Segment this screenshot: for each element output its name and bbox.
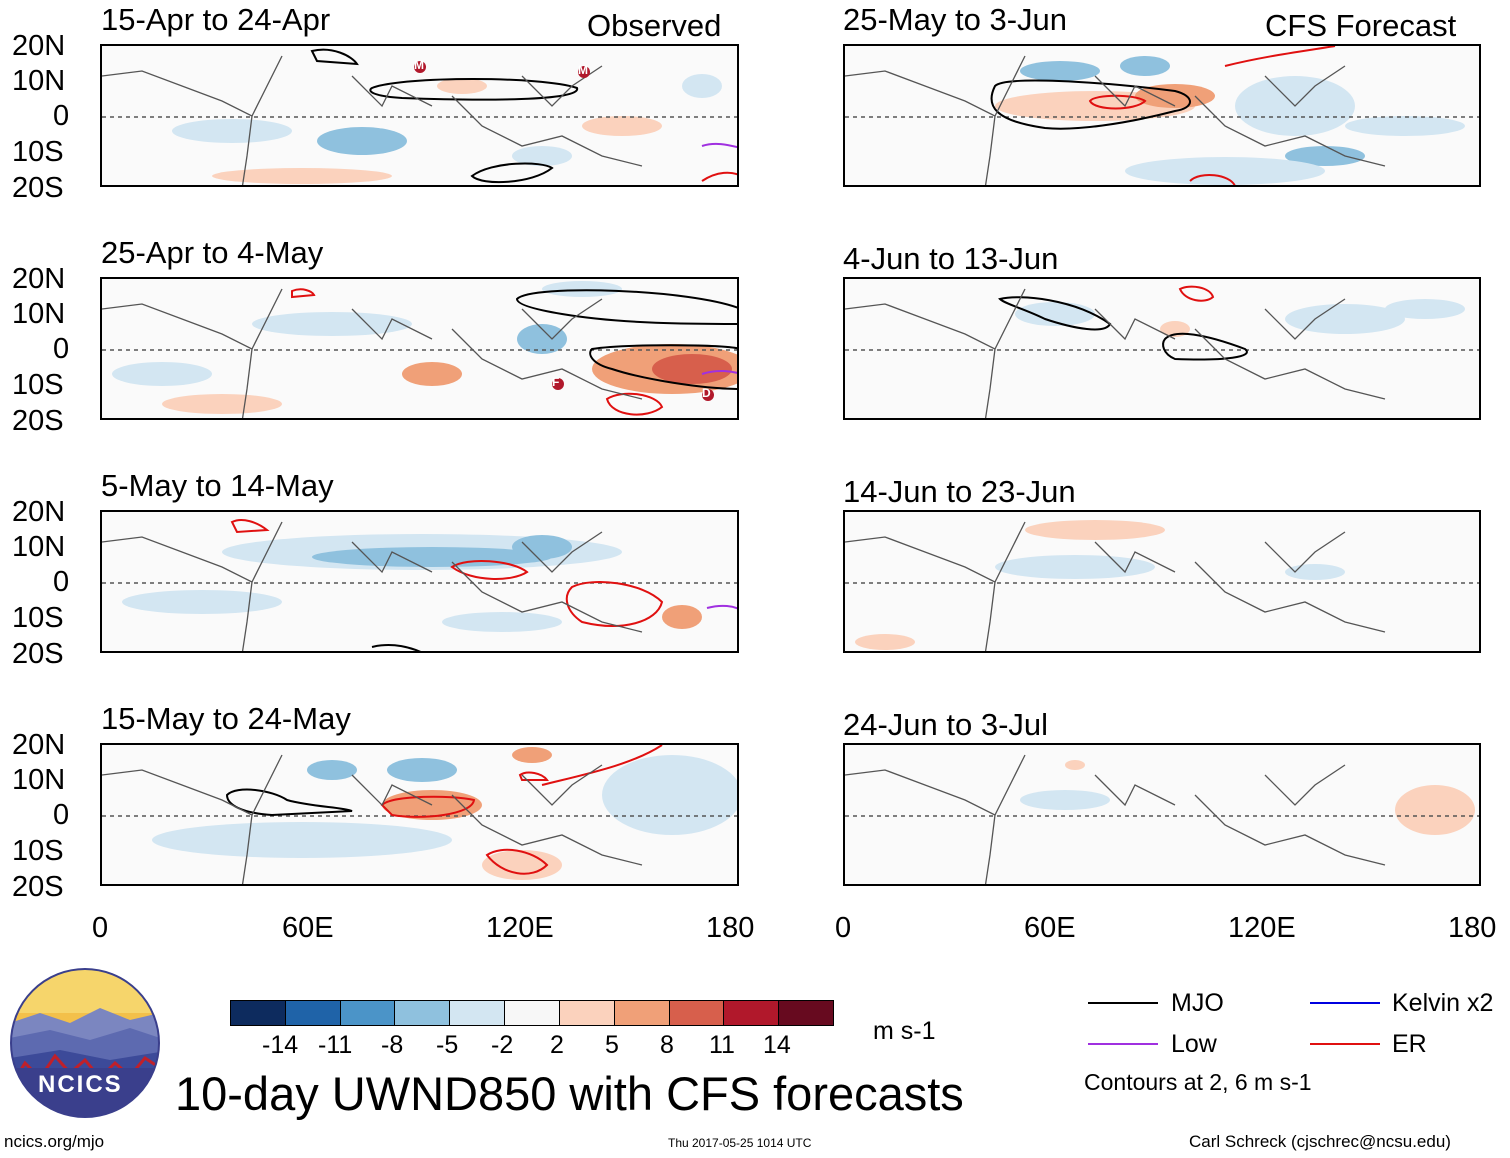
- colorbar-swatch: [505, 1001, 560, 1025]
- lon-label: 60E: [282, 912, 334, 944]
- lon-label: 180: [1448, 912, 1497, 944]
- map-panel: [100, 743, 739, 886]
- map-field: [845, 285, 1479, 418]
- storm-marker: [552, 378, 714, 401]
- lon-label: 0: [835, 912, 852, 944]
- lat-label: 20S: [12, 405, 64, 437]
- colorbar-tick: 5: [605, 1031, 619, 1059]
- colorbar-tick: 8: [660, 1031, 674, 1059]
- map-field: [102, 281, 737, 418]
- lat-label: 20N: [12, 729, 66, 761]
- map-field: [102, 519, 737, 651]
- lat-label: 10S: [12, 136, 64, 168]
- lat-label: 10N: [12, 298, 66, 330]
- contour-note: Contours at 2, 6 m s-1: [1084, 1069, 1312, 1095]
- legend-swatch-er: [1310, 1043, 1380, 1045]
- colorbar-swatch: [340, 1001, 396, 1025]
- panel-title: 14-Jun to 23-Jun: [843, 474, 1076, 509]
- lat-label: 0: [53, 799, 70, 831]
- colorbar-units: m s-1: [873, 1017, 936, 1045]
- ncics-logo: [10, 968, 160, 1118]
- colorbar-swatch: [231, 1001, 286, 1025]
- panel-title: 5-May to 14-May: [101, 468, 334, 503]
- forecast-label: CFS Forecast: [1265, 8, 1457, 43]
- colorbar-swatch: [395, 1001, 451, 1025]
- colorbar-tick: -14: [262, 1031, 299, 1059]
- legend-label: ER: [1392, 1030, 1427, 1058]
- lat-label: 0: [53, 100, 70, 132]
- panel-title: 15-May to 24-May: [101, 701, 351, 736]
- panel-title: 24-Jun to 3-Jul: [843, 707, 1049, 742]
- colorbar-tick: -8: [381, 1031, 404, 1059]
- footer-timestamp: Thu 2017-05-25 1014 UTC: [668, 1136, 812, 1150]
- logo-icon: [10, 968, 160, 1118]
- legend-label: Low: [1171, 1030, 1217, 1058]
- map-field: [845, 520, 1479, 651]
- map-field: [102, 48, 737, 185]
- colorbar-tick: -5: [436, 1031, 459, 1059]
- lon-label: 0: [92, 912, 109, 944]
- colorbar-swatch: [559, 1001, 615, 1025]
- map-panel: [843, 743, 1481, 886]
- map-panel: [843, 510, 1481, 653]
- panel-title: 15-Apr to 24-Apr: [101, 2, 331, 37]
- lat-label: 0: [53, 333, 70, 365]
- lat-label: 20S: [12, 638, 64, 670]
- legend-swatch-low: [1088, 1043, 1158, 1045]
- colorbar-swatch: [724, 1001, 780, 1025]
- colorbar-strip: [230, 1000, 834, 1026]
- colorbar-swatch: [614, 1001, 670, 1025]
- legend-swatch-mjo: [1088, 1002, 1158, 1004]
- map-field: [845, 46, 1479, 185]
- lat-label: 10S: [12, 602, 64, 634]
- colorbar-tick: -11: [318, 1031, 353, 1059]
- storm-marker-label: M: [414, 58, 424, 72]
- map-panel: [100, 44, 739, 187]
- storm-marker: [414, 61, 590, 78]
- lon-label: 60E: [1024, 912, 1076, 944]
- storm-marker-label: M: [578, 63, 588, 77]
- colorbar-swatch: [285, 1001, 341, 1025]
- colorbar-tick: 2: [550, 1031, 564, 1059]
- map-panel: [843, 44, 1481, 187]
- lat-label: 10N: [12, 764, 66, 796]
- figure-title: 10-day UWND850 with CFS forecasts: [175, 1067, 964, 1120]
- observed-label: Observed: [587, 8, 722, 43]
- lat-label: 10N: [12, 65, 66, 97]
- lat-label: 10S: [12, 835, 64, 867]
- legend-label: Kelvin x2: [1392, 989, 1494, 1017]
- map-panel: [100, 510, 739, 653]
- panel-title: 25-May to 3-Jun: [843, 2, 1067, 37]
- logo-text: NCICS: [38, 1071, 123, 1098]
- map-field: [845, 754, 1479, 884]
- lon-label: 120E: [1228, 912, 1296, 944]
- map-panel: [100, 277, 739, 420]
- lat-label: 10N: [12, 531, 66, 563]
- lat-label: 20S: [12, 172, 64, 204]
- footer-url: ncics.org/mjo: [4, 1132, 105, 1151]
- legend-label: MJO: [1171, 989, 1224, 1017]
- lon-label: 120E: [486, 912, 554, 944]
- storm-marker-label: F: [552, 375, 560, 389]
- footer-author: Carl Schreck (cjschrec@ncsu.edu): [1189, 1132, 1451, 1151]
- panel-title: 4-Jun to 13-Jun: [843, 241, 1059, 276]
- colorbar-tick: 14: [763, 1031, 791, 1059]
- lat-label: 10S: [12, 369, 64, 401]
- lat-label: 20S: [12, 871, 64, 903]
- legend-swatch-kelvin: [1310, 1002, 1380, 1004]
- lon-label: 180: [706, 912, 755, 944]
- lat-label: 20N: [12, 263, 66, 295]
- storm-marker-label: D: [702, 386, 711, 400]
- map-field: [102, 745, 737, 884]
- colorbar-swatch: [450, 1001, 506, 1025]
- lat-label: 20N: [12, 496, 66, 528]
- lat-label: 20N: [12, 30, 66, 62]
- colorbar-tick: 11: [709, 1031, 735, 1059]
- map-panel: [843, 277, 1481, 420]
- colorbar-swatch: [779, 1001, 833, 1025]
- panel-title: 25-Apr to 4-May: [101, 235, 324, 270]
- colorbar-swatch: [669, 1001, 725, 1025]
- lat-label: 0: [53, 566, 70, 598]
- colorbar-tick: -2: [491, 1031, 514, 1059]
